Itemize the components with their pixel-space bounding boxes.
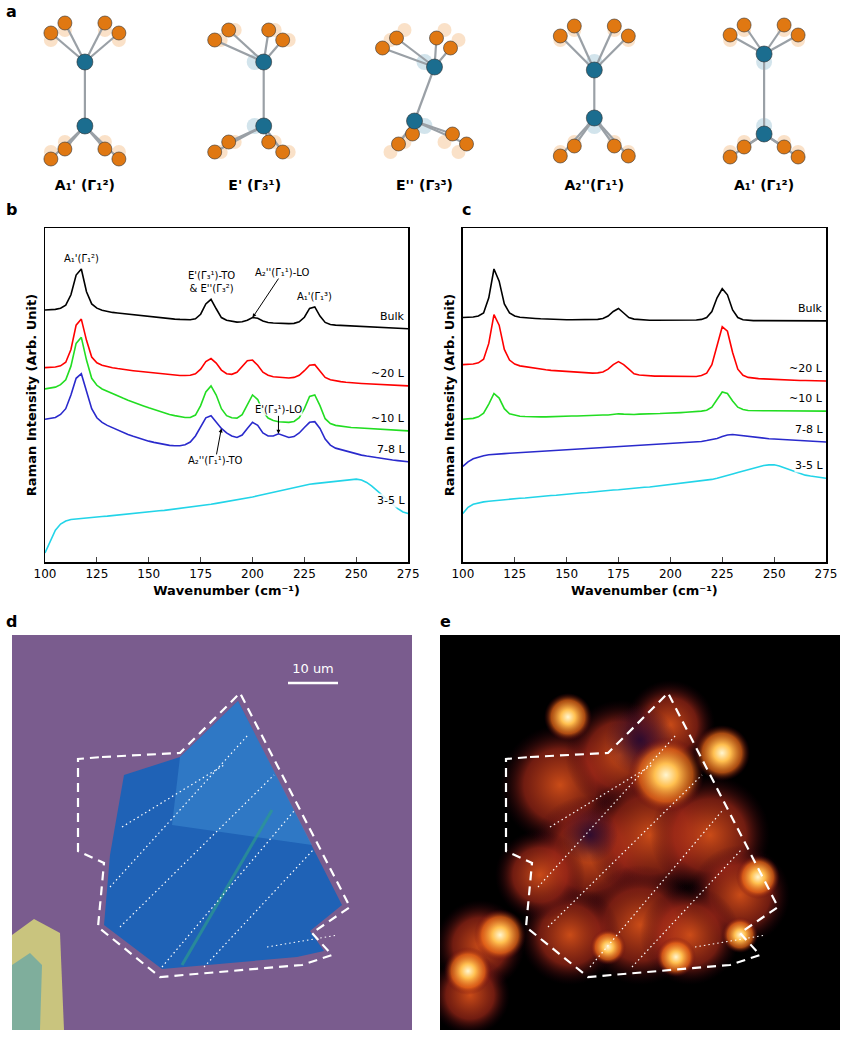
svg-text:E'(Γ₃¹)-LO: E'(Γ₃¹)-LO <box>255 404 302 415</box>
svg-text:225: 225 <box>293 567 316 581</box>
html-text:c: c <box>462 200 472 219</box>
svg-text:200: 200 <box>241 567 264 581</box>
svg-text:3-5 L: 3-5 L <box>795 459 823 472</box>
svg-text:A₂''(Γ₁¹)-LO: A₂''(Γ₁¹)-LO <box>255 267 310 278</box>
svg-text:~20 L: ~20 L <box>789 362 823 375</box>
svg-text:225: 225 <box>711 567 734 581</box>
svg-text:A₁' (Γ₁²): A₁' (Γ₁²) <box>55 177 115 193</box>
svg-text:100: 100 <box>451 567 474 581</box>
svg-text:~10 L: ~10 L <box>371 412 405 425</box>
svg-text:A₂''(Γ₁¹)-TO: A₂''(Γ₁¹)-TO <box>188 455 243 466</box>
html-text:d: d <box>6 612 18 631</box>
html-text:a: a <box>6 2 17 21</box>
svg-text:~10 L: ~10 L <box>789 392 823 405</box>
html-text:e: e <box>440 612 451 631</box>
svg-text:250: 250 <box>345 567 368 581</box>
svg-text:275: 275 <box>397 567 420 581</box>
svg-text:7-8 L: 7-8 L <box>377 443 405 456</box>
svg-text:125: 125 <box>85 567 108 581</box>
svg-text:Wavenumber (cm⁻¹): Wavenumber (cm⁻¹) <box>571 583 718 598</box>
svg-text:A₁' (Γ₁²): A₁' (Γ₁²) <box>734 177 794 193</box>
svg-text:E'(Γ₃¹)-TO& E''(Γ₃²): E'(Γ₃¹)-TO& E''(Γ₃²) <box>188 270 235 294</box>
svg-text:175: 175 <box>189 567 212 581</box>
svg-text:150: 150 <box>137 567 160 581</box>
svg-text:A₁'(Γ₁²): A₁'(Γ₁²) <box>64 253 99 264</box>
svg-text:E'' (Γ₃³): E'' (Γ₃³) <box>396 177 453 193</box>
svg-text:200: 200 <box>659 567 682 581</box>
svg-text:3-5 L: 3-5 L <box>377 494 405 507</box>
svg-text:150: 150 <box>555 567 578 581</box>
svg-text:Bulk: Bulk <box>798 302 823 315</box>
svg-text:250: 250 <box>763 567 786 581</box>
svg-text:7-8 L: 7-8 L <box>795 423 823 436</box>
svg-text:E' (Γ₃¹): E' (Γ₃¹) <box>228 177 281 193</box>
svg-text:Raman Intensity (Arb. Unit): Raman Intensity (Arb. Unit) <box>442 294 457 496</box>
svg-text:175: 175 <box>607 567 630 581</box>
svg-text:Raman Intensity (Arb. Unit): Raman Intensity (Arb. Unit) <box>24 294 39 496</box>
svg-text:~20 L: ~20 L <box>371 367 405 380</box>
svg-text:A₁'(Γ₁³): A₁'(Γ₁³) <box>297 291 332 302</box>
svg-text:125: 125 <box>503 567 526 581</box>
svg-text:Bulk: Bulk <box>380 310 405 323</box>
svg-text:100: 100 <box>34 567 57 581</box>
html-text:b: b <box>6 200 18 219</box>
svg-text:A₂''(Γ₁¹): A₂''(Γ₁¹) <box>565 177 625 193</box>
svg-text:Wavenumber (cm⁻¹): Wavenumber (cm⁻¹) <box>153 583 300 598</box>
svg-text:10 um: 10 um <box>292 661 334 676</box>
svg-text:275: 275 <box>815 567 838 581</box>
